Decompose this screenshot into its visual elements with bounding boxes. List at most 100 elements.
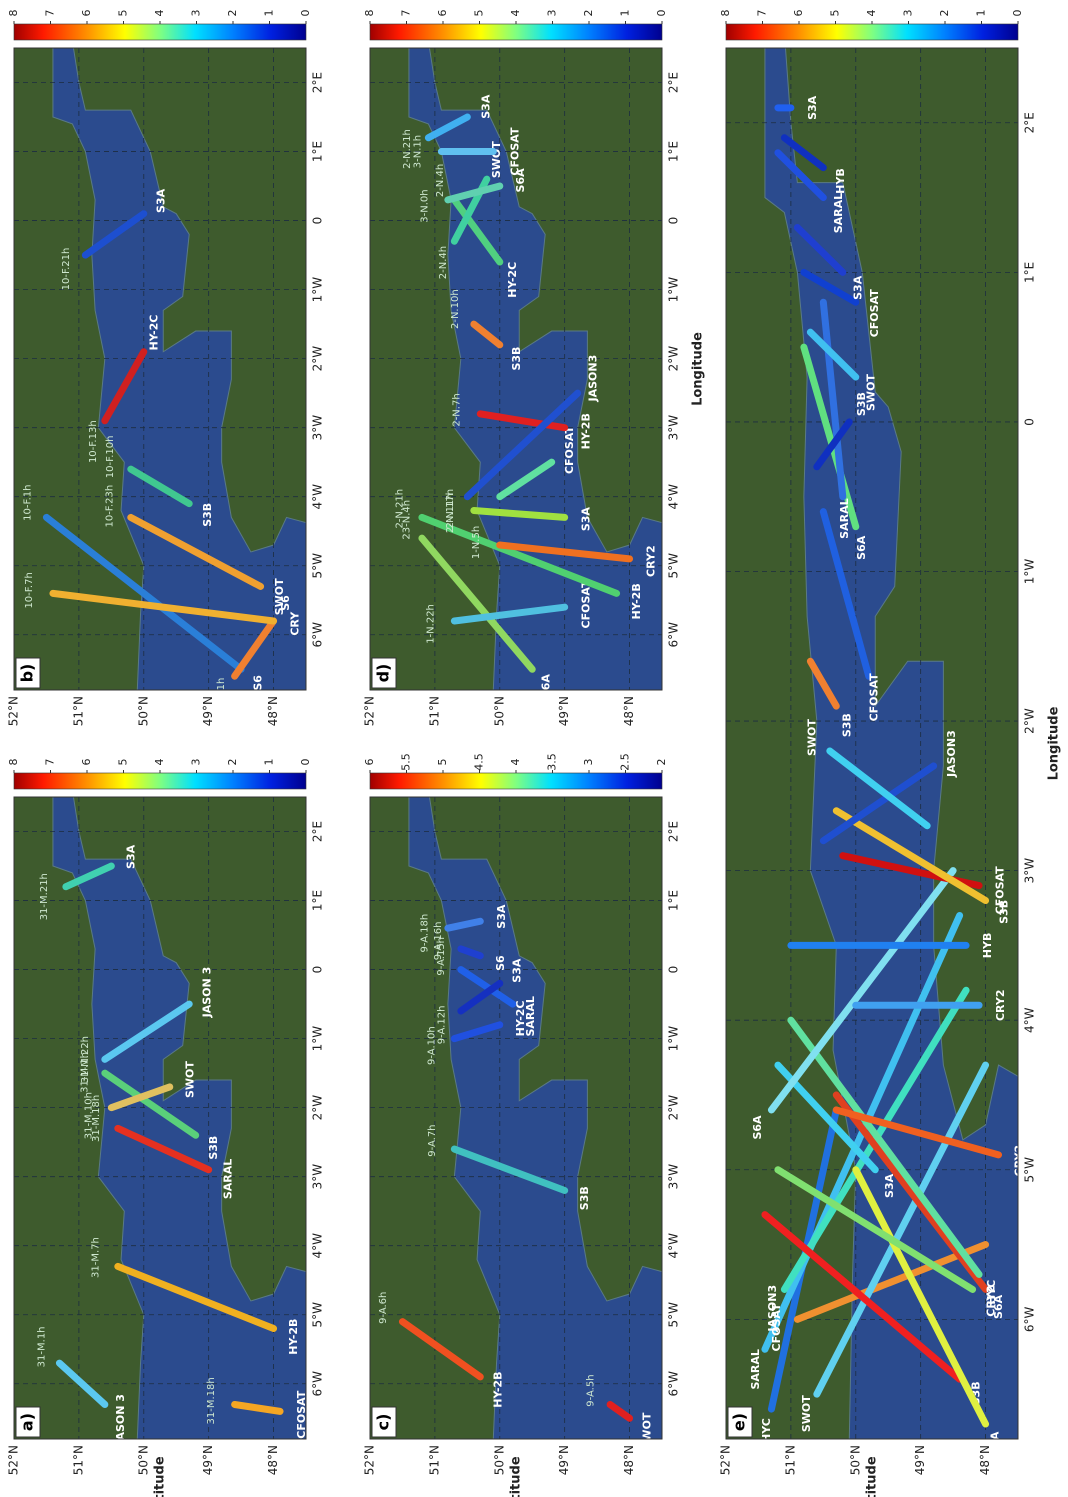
track-name: S3B — [578, 1186, 591, 1210]
track-name: JASON 3 — [201, 967, 214, 1019]
x-tick-label: 1°W — [667, 1026, 681, 1052]
x-tick-label: 3°W — [1023, 858, 1037, 884]
colorbar-tick-label: 7 — [44, 10, 57, 17]
track-name: JASON3 — [587, 355, 600, 403]
x-axis-label: Longitude — [1047, 706, 1062, 780]
track-name: S3A — [580, 507, 593, 532]
colorbar-tick-label: 3 — [546, 10, 559, 17]
x-tick-label: 5°W — [667, 1302, 681, 1328]
track-time: 31-M.21h — [39, 873, 50, 920]
x-tick-label: 1°E — [311, 890, 325, 911]
track-name: SWOT — [641, 1412, 654, 1449]
y-tick-label: 50°N — [492, 1445, 506, 1475]
track-name: S3B — [840, 713, 853, 737]
y-tick-label: 51°N — [427, 1445, 441, 1475]
track-name: S3B — [510, 347, 523, 371]
track-name: JASON3 — [945, 730, 958, 778]
track-name: HYB — [981, 933, 994, 959]
track-name: S3A — [806, 95, 819, 120]
colorbar-tick-label: 0 — [655, 10, 668, 17]
x-tick-label: 3°W — [311, 415, 325, 441]
y-tick-label: 51°N — [71, 1445, 85, 1475]
colorbar-tick-label: 4.5 — [473, 753, 486, 771]
x-tick-label: 6°W — [667, 622, 681, 648]
x-tick-label: 1°W — [1023, 559, 1037, 585]
x-tick-label: 2°E — [667, 72, 681, 93]
x-tick-label: 2°W — [667, 346, 681, 372]
track-name: S3A — [124, 844, 137, 869]
track-name: S3A — [155, 188, 168, 213]
colorbar-tick-label: 5 — [117, 10, 130, 17]
track-time: 9-A.7h — [427, 1124, 438, 1156]
page: JASON 331-M.1hCFOSAT31-M.18hHY-2B31-M.7h… — [0, 0, 1068, 1497]
colorbar-tick-label: 6 — [80, 759, 93, 766]
y-tick-label: 52°N — [363, 1445, 377, 1475]
y-tick-label: 48°N — [622, 696, 636, 726]
y-tick-label: 49°N — [913, 1445, 927, 1475]
panel-label: c) — [374, 1414, 393, 1431]
colorbar-tick-label: 4 — [153, 10, 166, 17]
x-tick-label: 6°W — [667, 1371, 681, 1397]
y-tick-label: 49°N — [557, 696, 571, 726]
colorbar-tick-label: 5 — [117, 759, 130, 766]
x-tick-label: 2°W — [667, 1095, 681, 1121]
y-tick-label: 50°N — [848, 1445, 862, 1475]
track-name: HY-2C — [506, 262, 519, 298]
track-name: S3B — [201, 503, 214, 527]
colorbar — [14, 773, 306, 789]
colorbar-tick-label: 2 — [582, 10, 595, 17]
panel-label: a) — [18, 1413, 37, 1431]
track-time: 2-N.7h — [452, 393, 463, 426]
y-tick-label: 51°N — [427, 696, 441, 726]
x-tick-label: 3°W — [667, 1164, 681, 1190]
track-name: SWOT — [800, 1395, 813, 1432]
colorbar-tick-label: 3 — [190, 10, 203, 17]
colorbar — [370, 773, 662, 789]
x-tick-label: 4°W — [667, 1233, 681, 1259]
x-tick-label: 1°E — [1023, 262, 1037, 283]
track-name: CFOSAT — [868, 289, 881, 338]
track-time: 2-N.11h — [445, 493, 456, 533]
track-name: S6A — [855, 535, 868, 560]
track-name: SARAL — [838, 498, 851, 538]
colorbar-tick-label: 2 — [655, 759, 668, 766]
colorbar-tick-label: 0 — [1011, 10, 1024, 17]
track-name: JASON3 — [766, 1285, 779, 1333]
y-tick-label: 49°N — [201, 1445, 215, 1475]
track-name: HYB — [834, 168, 847, 194]
x-tick-label: 1°W — [667, 277, 681, 303]
colorbar-tick-label: 5 — [436, 759, 449, 766]
panel-label: d) — [374, 664, 393, 683]
y-axis-label: Latitude — [509, 1456, 524, 1497]
x-tick-label: 2°E — [667, 821, 681, 842]
colorbar-tick-label: 3 — [902, 10, 915, 17]
track-name: CRY — [288, 611, 301, 636]
track-name: HY-2B — [630, 583, 643, 619]
colorbar-tick-label: 6 — [792, 10, 805, 17]
y-tick-label: 52°N — [7, 1445, 21, 1475]
x-tick-label: 0 — [1023, 418, 1037, 426]
track-time: 9-A.6h — [378, 1292, 389, 1324]
track-name: SWOT — [490, 141, 503, 178]
track-time: 2-N.21h — [402, 129, 413, 169]
track-name: S3A — [495, 904, 508, 929]
map-panel: HYCSARALCFOSATJASON3SWOTS3BS3AS6ACRY2HYC… — [719, 10, 1062, 1497]
track-name: CRY2 — [994, 989, 1007, 1021]
panel-label: e) — [730, 1413, 749, 1431]
x-tick-label: 2°W — [311, 346, 325, 372]
track-name: CRY2 — [644, 545, 657, 577]
track-time: 2-N.4h — [435, 164, 446, 197]
track-time: 10-F.13h — [88, 420, 99, 463]
track-name: CFOSAT — [579, 580, 592, 629]
colorbar — [370, 24, 662, 40]
colorbar-tick-label: 5.5 — [400, 753, 413, 771]
colorbar-tick-label: 6 — [80, 10, 93, 17]
y-tick-label: 49°N — [557, 1445, 571, 1475]
track-name: JASON 3 — [114, 1394, 127, 1446]
track-time: 1-N.22h — [426, 604, 437, 644]
x-tick-label: 1°W — [311, 277, 325, 303]
colorbar-tick-label: 2 — [226, 759, 239, 766]
x-tick-label: 4°W — [311, 1233, 325, 1259]
track-time: 2-N.10h — [450, 289, 461, 329]
y-tick-label: 50°N — [136, 1445, 150, 1475]
